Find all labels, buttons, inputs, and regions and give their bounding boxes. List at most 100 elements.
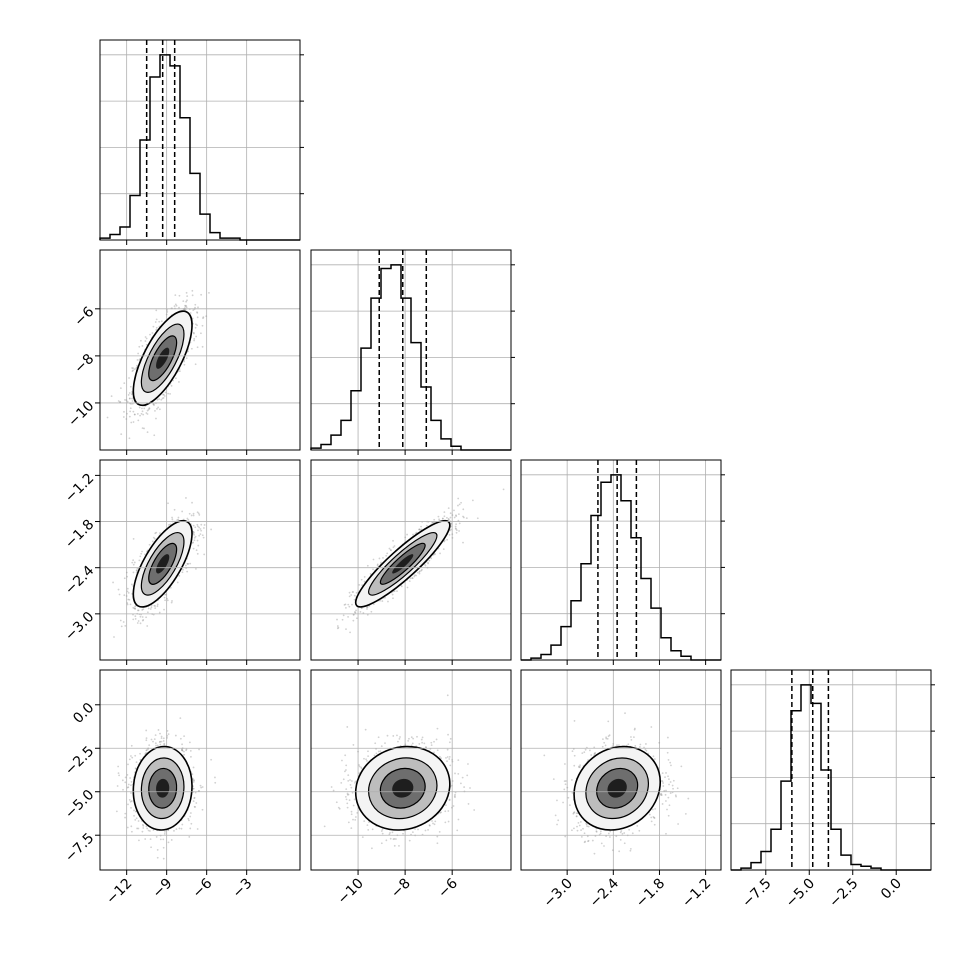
sample-point bbox=[135, 569, 138, 572]
sample-point bbox=[192, 547, 195, 550]
sample-point bbox=[133, 413, 136, 416]
sample-point bbox=[199, 528, 202, 530]
sample-point bbox=[185, 748, 188, 751]
sample-point bbox=[449, 516, 452, 519]
sample-point bbox=[194, 326, 197, 329]
sample-point bbox=[141, 616, 144, 618]
histogram-step bbox=[521, 474, 721, 661]
sample-point bbox=[156, 398, 159, 401]
sample-point bbox=[142, 608, 145, 611]
sample-point bbox=[155, 329, 158, 331]
sample-point bbox=[139, 622, 142, 625]
sample-point bbox=[129, 800, 132, 803]
sample-point bbox=[146, 413, 149, 415]
sample-point bbox=[144, 340, 147, 342]
sample-point bbox=[197, 306, 199, 309]
sample-point bbox=[418, 572, 421, 575]
density-contour bbox=[156, 554, 170, 574]
sample-point bbox=[418, 571, 421, 573]
sample-point bbox=[192, 331, 195, 334]
sample-point bbox=[411, 577, 414, 580]
sample-point bbox=[425, 524, 428, 527]
sample-point bbox=[200, 529, 203, 532]
sample-point bbox=[451, 533, 454, 536]
sample-point bbox=[136, 364, 138, 367]
sample-point bbox=[164, 391, 167, 394]
sample-point bbox=[465, 517, 468, 520]
sample-point bbox=[354, 611, 357, 614]
sample-point bbox=[145, 343, 148, 346]
sample-point bbox=[451, 514, 454, 516]
sample-point bbox=[192, 309, 195, 311]
sample-point bbox=[138, 559, 141, 562]
sample-point bbox=[196, 311, 198, 314]
sample-point bbox=[363, 580, 366, 583]
sample-point bbox=[149, 830, 151, 832]
sample-point bbox=[341, 618, 344, 621]
sample-point bbox=[135, 367, 138, 369]
sample-point bbox=[355, 591, 358, 594]
sample-point bbox=[124, 398, 126, 401]
sample-point bbox=[462, 541, 464, 544]
sample-point bbox=[181, 743, 183, 746]
sample-point bbox=[118, 593, 121, 596]
sample-point bbox=[347, 603, 350, 606]
sample-point bbox=[178, 306, 180, 309]
sample-point bbox=[342, 614, 345, 617]
sample-point bbox=[173, 829, 175, 832]
sample-point bbox=[122, 788, 124, 791]
sample-point bbox=[353, 594, 356, 597]
y-tick-label: −8 bbox=[71, 351, 97, 377]
sample-point bbox=[420, 568, 423, 571]
sample-point bbox=[447, 518, 450, 520]
sample-point bbox=[455, 531, 458, 534]
sample-point bbox=[189, 827, 192, 830]
y-tick-label: −1.2 bbox=[62, 470, 97, 505]
y-tick-label: −10 bbox=[65, 398, 97, 430]
sample-point bbox=[382, 557, 384, 559]
sample-point bbox=[195, 802, 198, 804]
sample-point bbox=[155, 531, 158, 534]
sample-point bbox=[142, 619, 145, 621]
sample-point bbox=[193, 339, 196, 342]
sample-point bbox=[156, 605, 159, 608]
sample-point bbox=[176, 581, 179, 584]
sample-point bbox=[178, 381, 180, 383]
panel-frame bbox=[99, 459, 301, 661]
sample-point bbox=[351, 603, 353, 606]
sample-point bbox=[139, 615, 142, 618]
sample-point bbox=[106, 416, 109, 419]
sample-point bbox=[185, 357, 188, 360]
sample-point bbox=[152, 403, 155, 406]
sample-point bbox=[192, 541, 194, 544]
sample-point bbox=[186, 562, 189, 565]
sample-point bbox=[141, 609, 144, 611]
sample-point bbox=[136, 359, 139, 361]
sample-point bbox=[147, 408, 150, 411]
sample-point bbox=[345, 628, 347, 631]
sample-point bbox=[130, 792, 132, 794]
sample-point bbox=[366, 606, 369, 609]
sample-point bbox=[462, 515, 464, 518]
sample-point bbox=[208, 291, 210, 294]
sample-point bbox=[347, 615, 349, 618]
sample-point bbox=[352, 619, 355, 622]
sample-point bbox=[210, 528, 213, 531]
sample-point bbox=[163, 596, 166, 599]
sample-point bbox=[132, 537, 135, 540]
sample-point bbox=[133, 368, 136, 371]
sample-point bbox=[390, 549, 392, 552]
sample-point bbox=[142, 827, 145, 829]
sample-point bbox=[126, 786, 129, 789]
sample-point bbox=[136, 622, 139, 624]
sample-point bbox=[137, 609, 140, 612]
sample-point bbox=[145, 825, 148, 828]
sample-point bbox=[127, 394, 130, 396]
sample-point bbox=[126, 575, 128, 578]
sample-point bbox=[132, 369, 135, 372]
sample-point bbox=[366, 564, 369, 567]
sample-point bbox=[128, 598, 131, 601]
sample-point bbox=[178, 574, 181, 577]
sample-point bbox=[443, 511, 446, 514]
sample-point bbox=[131, 370, 134, 373]
